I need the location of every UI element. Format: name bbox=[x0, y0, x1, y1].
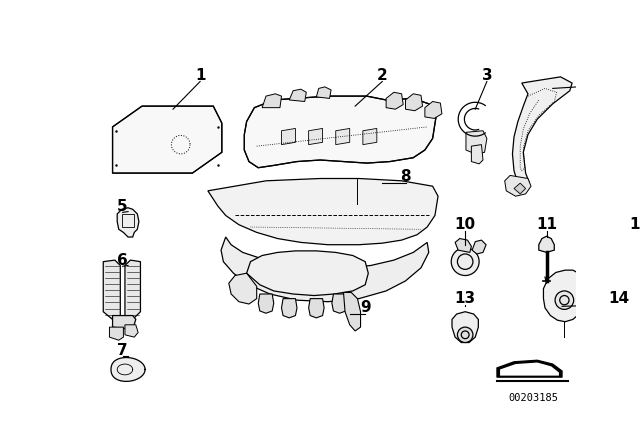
Polygon shape bbox=[472, 145, 483, 164]
Polygon shape bbox=[466, 131, 487, 154]
Polygon shape bbox=[229, 273, 257, 304]
Text: 13: 13 bbox=[454, 291, 476, 306]
Polygon shape bbox=[621, 245, 627, 258]
Text: 14: 14 bbox=[608, 291, 629, 306]
Polygon shape bbox=[497, 360, 562, 377]
Polygon shape bbox=[259, 294, 274, 313]
Circle shape bbox=[555, 291, 573, 310]
Text: 8: 8 bbox=[400, 169, 411, 185]
Polygon shape bbox=[113, 106, 222, 173]
Text: 2: 2 bbox=[377, 68, 388, 83]
Polygon shape bbox=[113, 315, 136, 329]
Polygon shape bbox=[363, 129, 377, 145]
Polygon shape bbox=[514, 183, 525, 194]
Polygon shape bbox=[111, 358, 145, 381]
Polygon shape bbox=[262, 94, 282, 108]
Polygon shape bbox=[500, 362, 559, 375]
Polygon shape bbox=[221, 237, 429, 302]
Text: 5: 5 bbox=[117, 199, 128, 214]
Polygon shape bbox=[513, 77, 572, 186]
Polygon shape bbox=[125, 260, 140, 319]
Circle shape bbox=[451, 248, 479, 276]
Text: 6: 6 bbox=[117, 253, 128, 267]
Polygon shape bbox=[628, 233, 640, 268]
Polygon shape bbox=[386, 92, 403, 109]
Polygon shape bbox=[244, 96, 436, 168]
Polygon shape bbox=[505, 176, 531, 196]
Text: 10: 10 bbox=[454, 217, 476, 232]
Text: 11: 11 bbox=[536, 217, 557, 232]
Polygon shape bbox=[406, 94, 422, 111]
Text: 9: 9 bbox=[360, 300, 371, 315]
Polygon shape bbox=[316, 87, 331, 99]
Polygon shape bbox=[109, 327, 124, 340]
Polygon shape bbox=[282, 299, 297, 318]
Polygon shape bbox=[308, 299, 324, 318]
Polygon shape bbox=[308, 129, 323, 145]
Text: 12: 12 bbox=[629, 217, 640, 232]
Text: 00203185: 00203185 bbox=[508, 392, 558, 403]
Polygon shape bbox=[543, 270, 586, 322]
Polygon shape bbox=[455, 238, 472, 252]
Polygon shape bbox=[332, 294, 348, 313]
Circle shape bbox=[458, 327, 473, 343]
Text: 1: 1 bbox=[195, 68, 205, 83]
Polygon shape bbox=[117, 208, 139, 237]
Polygon shape bbox=[336, 129, 349, 145]
Polygon shape bbox=[289, 89, 307, 102]
Polygon shape bbox=[344, 293, 360, 331]
Polygon shape bbox=[425, 102, 442, 118]
Polygon shape bbox=[125, 325, 138, 337]
Polygon shape bbox=[452, 312, 478, 343]
Text: 7: 7 bbox=[117, 343, 128, 358]
Polygon shape bbox=[472, 240, 486, 254]
Polygon shape bbox=[208, 178, 438, 245]
Polygon shape bbox=[539, 236, 554, 252]
Polygon shape bbox=[282, 129, 296, 145]
Polygon shape bbox=[103, 260, 120, 319]
Text: 3: 3 bbox=[481, 68, 492, 83]
Polygon shape bbox=[246, 251, 368, 296]
